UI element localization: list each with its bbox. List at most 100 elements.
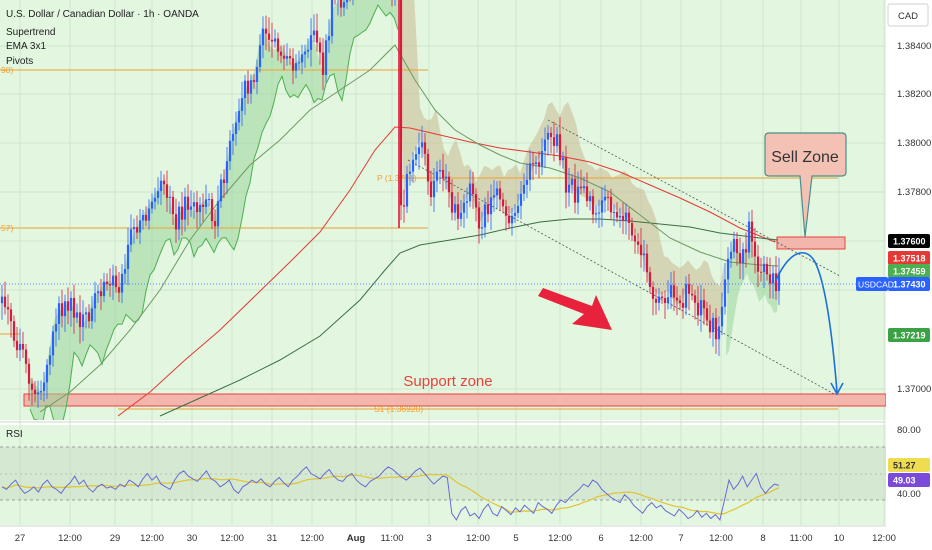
candle-body bbox=[441, 169, 445, 179]
candle-body bbox=[438, 169, 442, 172]
candle-171 bbox=[513, 204, 517, 223]
candle-133 bbox=[399, 0, 403, 221]
candle-106 bbox=[318, 37, 322, 65]
down-arrow bbox=[538, 288, 612, 330]
candle-body bbox=[12, 321, 16, 341]
rsi-line bbox=[1, 466, 780, 521]
annotations-layer: Sell Zone Support zone bbox=[0, 132, 886, 396]
candle-body bbox=[69, 297, 73, 311]
candle-body bbox=[558, 134, 562, 161]
candle-body bbox=[195, 202, 199, 213]
time-tick-0: 27 bbox=[15, 533, 26, 544]
candle-243 bbox=[729, 241, 733, 268]
indicator-supertrend[interactable]: Supertrend bbox=[6, 27, 55, 38]
candle-body bbox=[687, 284, 691, 294]
candle-body bbox=[309, 35, 313, 50]
price-tag-red-bg bbox=[888, 251, 930, 265]
candle-173 bbox=[519, 180, 523, 220]
candle-body bbox=[6, 307, 10, 310]
candle-body bbox=[78, 312, 82, 328]
candle-4 bbox=[12, 315, 16, 348]
candle-67 bbox=[201, 193, 205, 222]
candle-body bbox=[654, 298, 658, 303]
candle-body bbox=[3, 296, 7, 308]
candle-body bbox=[576, 186, 580, 203]
candle-body bbox=[612, 212, 616, 214]
candle-body bbox=[423, 142, 427, 154]
candle-body bbox=[675, 297, 679, 301]
price-axis[interactable]: CAD 1.38400 1.38200 1.38000 1.37800 1.37000 1… bbox=[856, 3, 931, 500]
candle-body bbox=[15, 340, 19, 351]
candle-8 bbox=[24, 343, 28, 374]
candle-201 bbox=[603, 185, 607, 213]
candle-0 bbox=[0, 284, 4, 320]
candle-body bbox=[192, 202, 196, 207]
channel-lower-line bbox=[407, 159, 837, 396]
candle-body bbox=[189, 206, 193, 210]
candle-body bbox=[174, 214, 178, 230]
candle-body bbox=[228, 140, 232, 162]
zones-layer bbox=[23, 236, 886, 407]
candle-body bbox=[411, 159, 415, 172]
candle-body bbox=[636, 241, 640, 245]
candle-209 bbox=[627, 207, 631, 240]
candle-52 bbox=[156, 177, 160, 205]
time-axis[interactable]: 27 12:00 29 12:00 30 12:00 31 12:00 Aug 11:00 3 12:… bbox=[0, 525, 896, 544]
candle-105 bbox=[315, 13, 319, 52]
candle-40 bbox=[120, 264, 124, 304]
candle-body bbox=[561, 157, 565, 161]
candle-body bbox=[756, 256, 760, 272]
candle-body bbox=[129, 229, 133, 245]
candle-89 bbox=[267, 17, 271, 52]
candle-body bbox=[93, 293, 97, 309]
candle-66 bbox=[198, 197, 202, 226]
indicator-pivots[interactable]: Pivots bbox=[6, 56, 33, 67]
price-tag-blue-bg bbox=[888, 277, 930, 291]
candle-body bbox=[276, 38, 280, 52]
candle-144 bbox=[432, 168, 436, 213]
candle-body bbox=[54, 323, 58, 332]
candle-92 bbox=[276, 32, 280, 61]
candle-body bbox=[504, 206, 508, 216]
candle-body bbox=[516, 205, 520, 213]
candle-body bbox=[492, 195, 496, 198]
candle-212 bbox=[636, 233, 640, 254]
time-tick-15: 12:00 bbox=[629, 533, 653, 544]
candle-172 bbox=[516, 193, 520, 218]
candle-194 bbox=[582, 176, 586, 194]
candle-255 bbox=[765, 256, 769, 281]
candle-body bbox=[213, 221, 217, 227]
candle-221 bbox=[663, 290, 667, 320]
candle-195 bbox=[585, 172, 589, 207]
candle-72 bbox=[216, 185, 220, 238]
currency-label: CAD bbox=[898, 11, 918, 22]
channel-upper-line bbox=[547, 119, 841, 277]
candle-48 bbox=[144, 206, 148, 227]
candle-body bbox=[252, 80, 256, 83]
candle-body bbox=[762, 263, 766, 272]
candle-240 bbox=[720, 292, 724, 336]
candle-body bbox=[216, 201, 220, 227]
candle-body bbox=[45, 364, 49, 383]
candle-body bbox=[477, 207, 481, 229]
candle-body bbox=[222, 179, 226, 184]
candle-190 bbox=[570, 173, 574, 194]
candle-202 bbox=[606, 191, 610, 211]
candle-body bbox=[720, 306, 724, 327]
candle-35 bbox=[105, 273, 109, 291]
candle-219 bbox=[657, 287, 661, 311]
rsi-label[interactable]: RSI bbox=[6, 429, 23, 440]
candle-body bbox=[450, 192, 454, 213]
candle-body bbox=[81, 314, 85, 328]
time-tick-2: 29 bbox=[110, 533, 121, 544]
indicator-ema[interactable]: EMA 3x1 bbox=[6, 41, 46, 52]
candle-149 bbox=[447, 171, 451, 208]
candle-body bbox=[633, 235, 637, 242]
candle-200 bbox=[600, 187, 604, 227]
candle-97 bbox=[291, 48, 295, 85]
price-tag-green: 1.37459 bbox=[888, 264, 930, 278]
rsi-tag-value: 51.27 bbox=[888, 458, 930, 472]
candle-body bbox=[114, 275, 118, 288]
candle-body bbox=[714, 317, 718, 340]
